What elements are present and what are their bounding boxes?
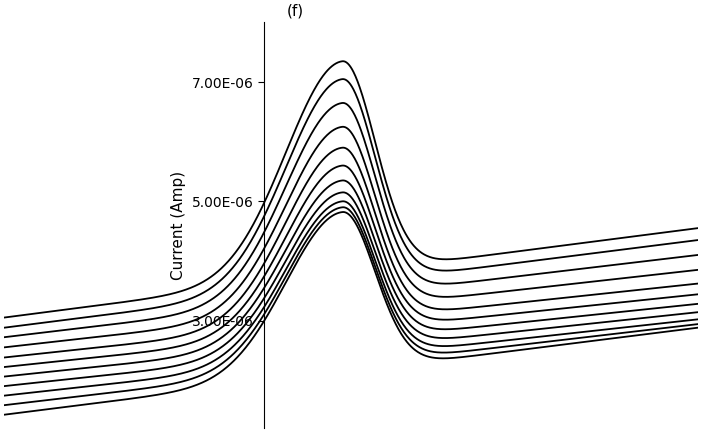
Y-axis label: Current (Amp): Current (Amp) <box>171 171 187 280</box>
Text: (f): (f) <box>287 3 304 19</box>
